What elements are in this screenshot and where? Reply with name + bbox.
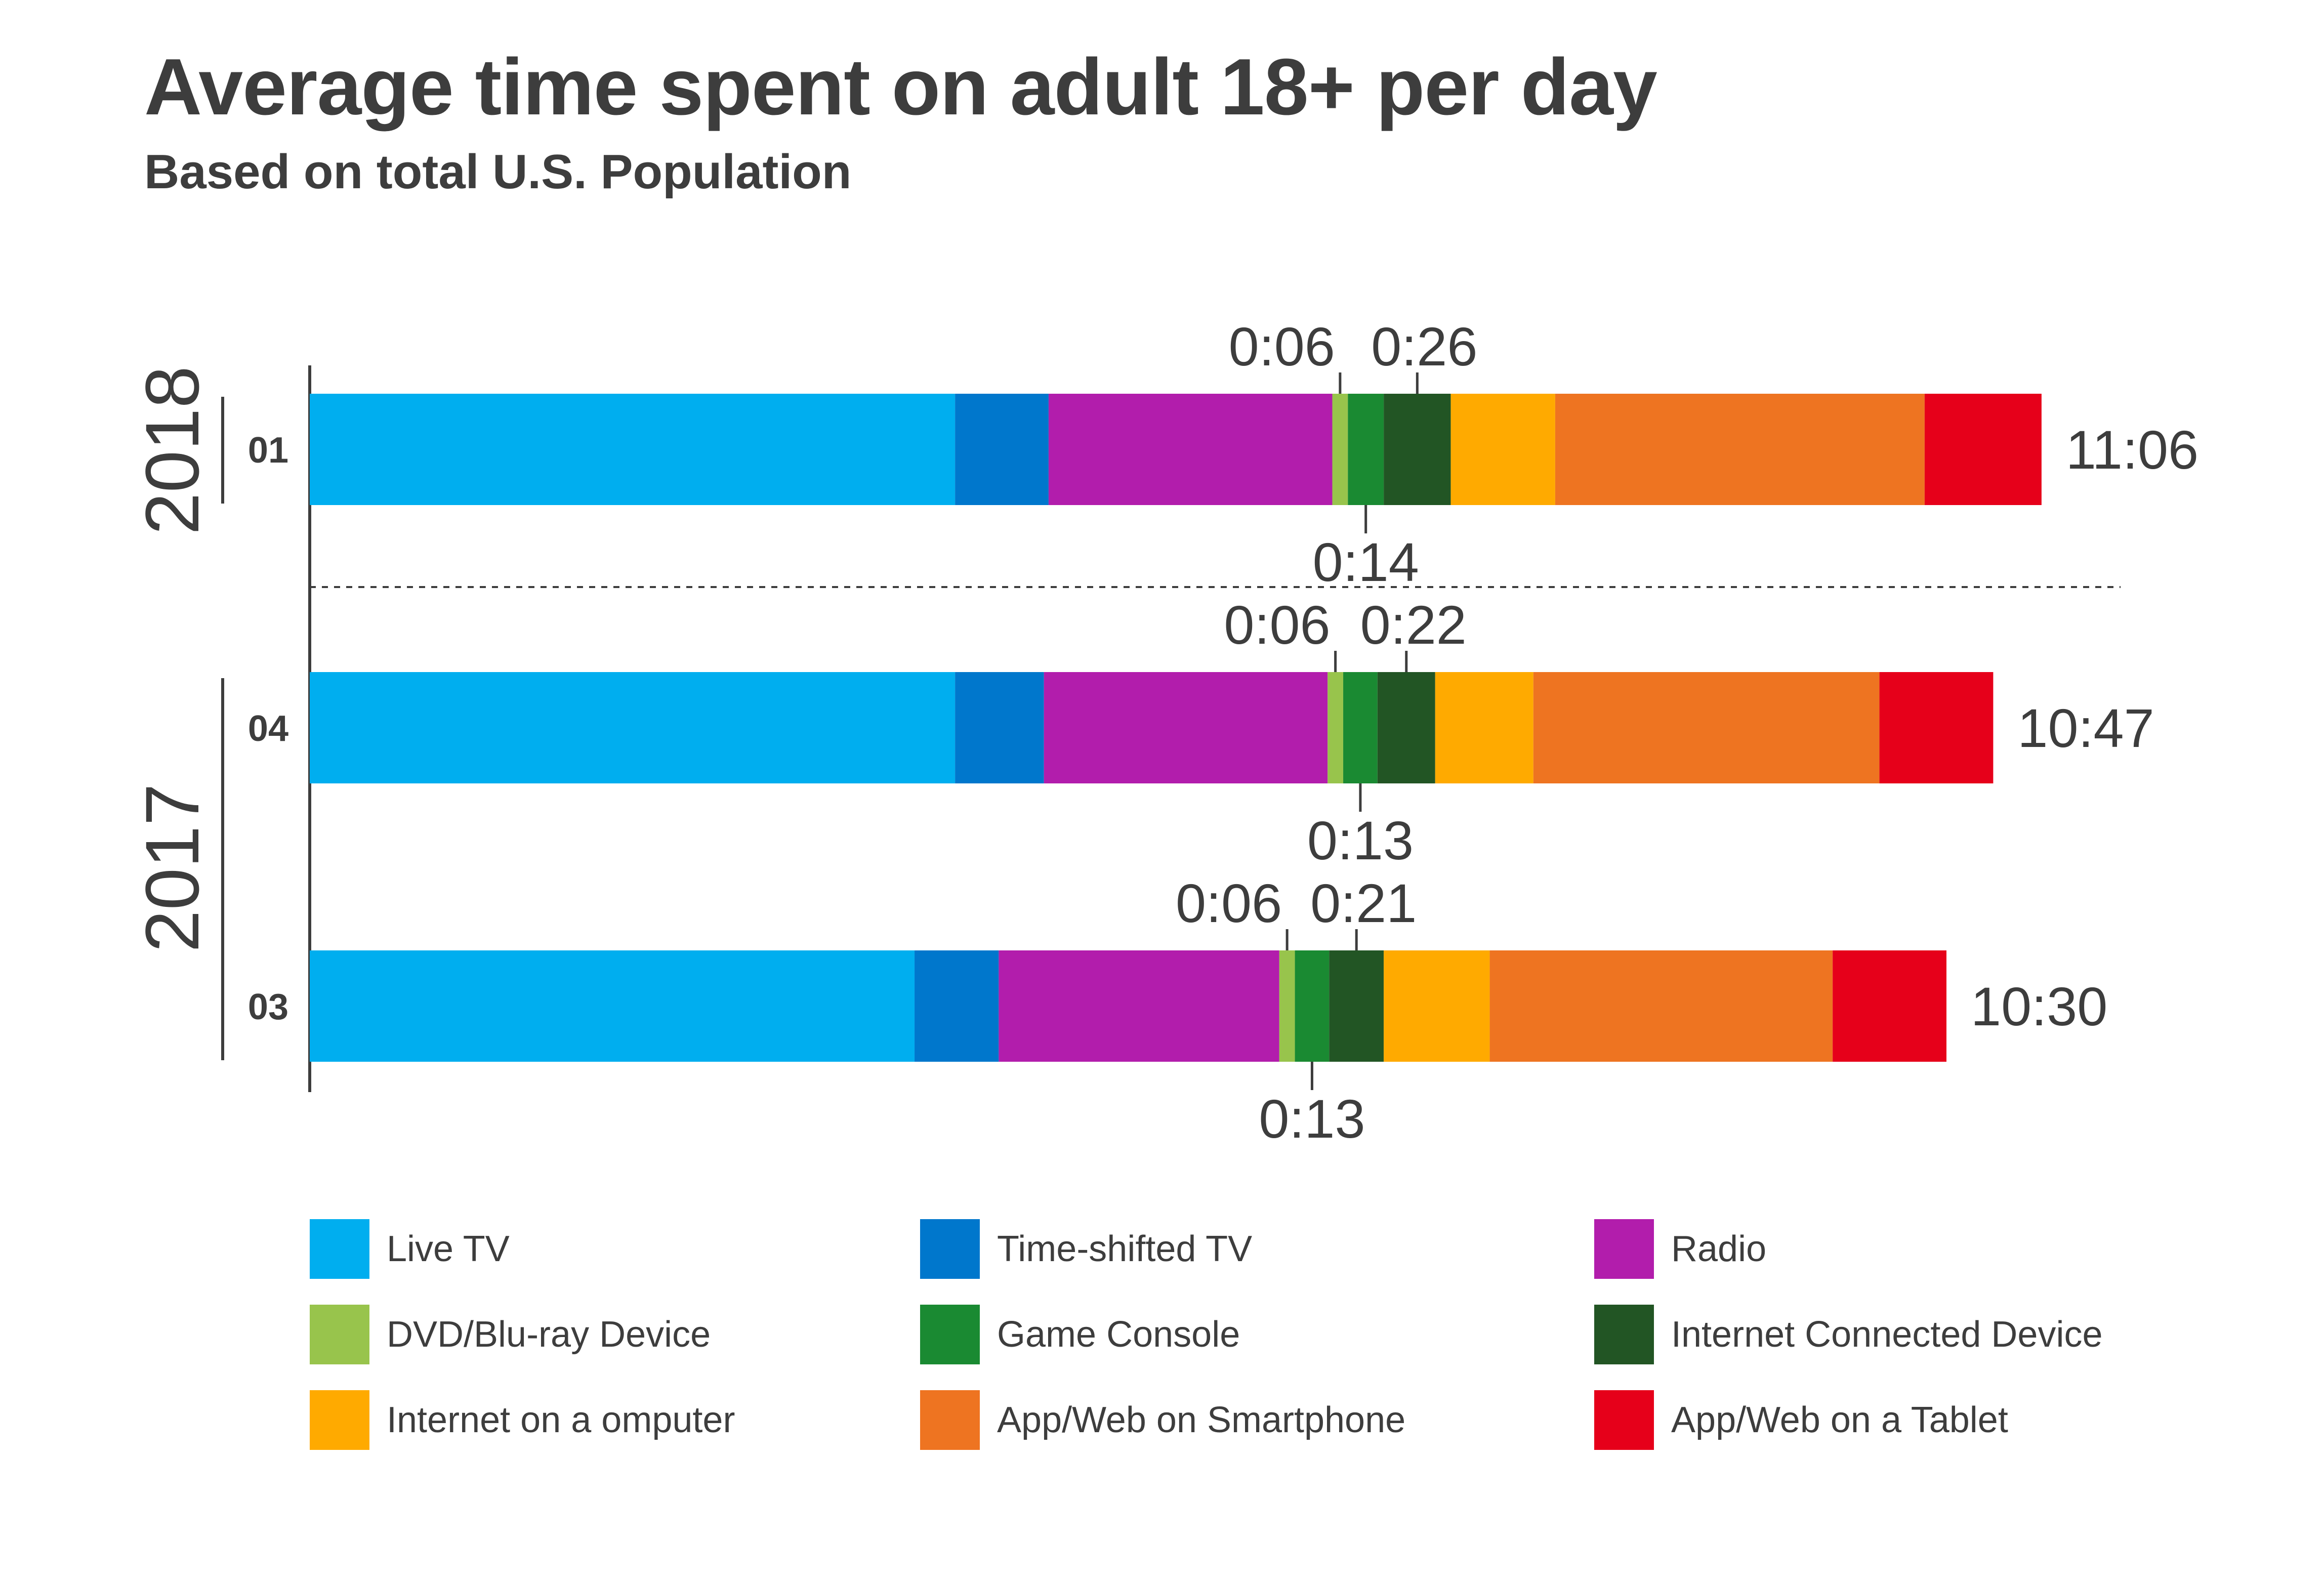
bar-segment-01-dvd-blu-ray-device bbox=[1332, 394, 1348, 505]
bar-segment-01-app-web-on-smartphone bbox=[1555, 394, 1925, 505]
bar-segment-03-app-web-on-a-tablet bbox=[1833, 950, 1946, 1062]
bar-segment-04-app-web-on-a-tablet bbox=[1879, 672, 1994, 783]
total-label-01: 11:06 bbox=[2066, 419, 2198, 480]
annotation-internet-device-04: 0:22 bbox=[1360, 594, 1467, 655]
annotation-game-console-01: 0:14 bbox=[1313, 531, 1419, 593]
bar-segment-03-game-console bbox=[1295, 950, 1330, 1062]
group-label-2017: 2017 bbox=[130, 783, 215, 952]
bar-segment-03-time-shifted-tv bbox=[915, 950, 999, 1062]
bar-segment-03-live-tv bbox=[310, 950, 915, 1062]
bar-segment-03-internet-connected-device bbox=[1329, 950, 1384, 1062]
category-label-04: 04 bbox=[248, 709, 288, 749]
group-label-2018: 2018 bbox=[130, 366, 215, 535]
bar-segment-04-time-shifted-tv bbox=[955, 672, 1044, 783]
bar-segment-01-time-shifted-tv bbox=[955, 394, 1049, 505]
bar-segment-01-internet-connected-device bbox=[1384, 394, 1451, 505]
chart-subtitle: Based on total U.S. Population bbox=[144, 145, 852, 199]
bar-segment-01-live-tv bbox=[310, 394, 956, 505]
bar-segment-01-app-web-on-a-tablet bbox=[1924, 394, 2042, 505]
total-label-03: 10:30 bbox=[1971, 976, 2107, 1037]
bar-segment-03-internet-on-a-omputer bbox=[1384, 950, 1490, 1062]
bar-segment-04-radio bbox=[1044, 672, 1328, 783]
category-label-01: 01 bbox=[248, 430, 288, 471]
annotation-dvd-01: 0:06 bbox=[1229, 316, 1335, 377]
annotation-game-console-04: 0:13 bbox=[1307, 810, 1414, 871]
category-label-03: 03 bbox=[248, 987, 288, 1027]
annotation-dvd-04: 0:06 bbox=[1224, 594, 1330, 655]
bar-segment-04-dvd-blu-ray-device bbox=[1327, 672, 1344, 783]
bar-segment-04-internet-on-a-omputer bbox=[1435, 672, 1533, 783]
bar-segment-01-internet-on-a-omputer bbox=[1450, 394, 1555, 505]
bar-segment-03-dvd-blu-ray-device bbox=[1279, 950, 1295, 1062]
bar-segment-04-app-web-on-smartphone bbox=[1533, 672, 1880, 783]
bar-segment-01-radio bbox=[1048, 394, 1333, 505]
chart-title: Average time spent on adult 18+ per day bbox=[144, 43, 1657, 132]
bar-segment-01-game-console bbox=[1348, 394, 1384, 505]
bar-segment-04-live-tv bbox=[310, 672, 956, 783]
bar-segment-04-game-console bbox=[1343, 672, 1378, 783]
total-label-04: 10:47 bbox=[2017, 697, 2154, 759]
annotation-internet-device-01: 0:26 bbox=[1371, 316, 1477, 377]
bar-segment-03-radio bbox=[999, 950, 1279, 1062]
annotation-internet-device-03: 0:21 bbox=[1310, 872, 1417, 934]
annotation-game-console-03: 0:13 bbox=[1259, 1088, 1365, 1149]
bar-segment-03-app-web-on-smartphone bbox=[1489, 950, 1833, 1062]
bar-segment-04-internet-connected-device bbox=[1377, 672, 1435, 783]
annotation-dvd-03: 0:06 bbox=[1176, 872, 1282, 934]
